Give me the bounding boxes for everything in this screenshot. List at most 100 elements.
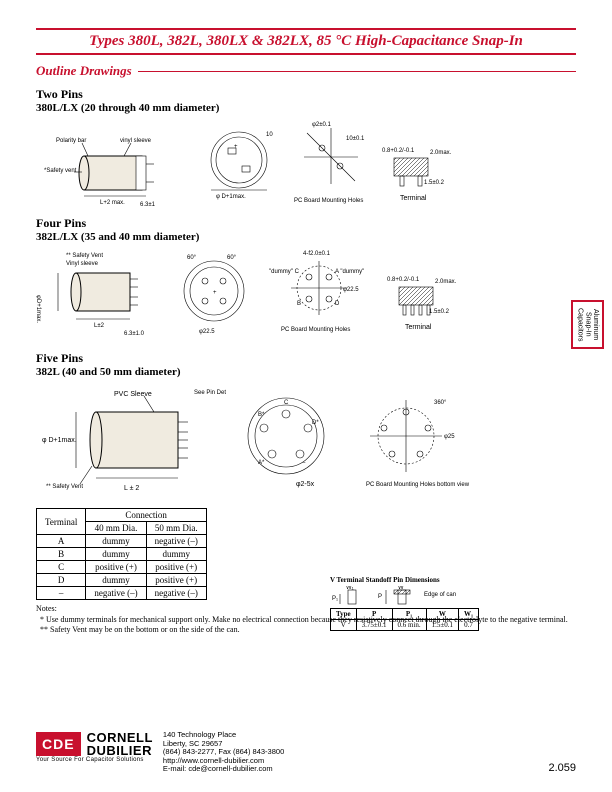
company-tagline: Your Source For Capacitor Solutions <box>36 757 153 763</box>
table-row: Ddummypositive (+) <box>37 574 207 587</box>
note-1: * Use dummy terminals for mechanical sup… <box>46 615 576 625</box>
svg-text:A "dummy": A "dummy" <box>335 269 364 275</box>
five-pins-heading: Five Pins <box>36 351 576 366</box>
company-name: CORNELLDUBILIER <box>87 731 153 757</box>
svg-text:360°: 360° <box>434 400 447 406</box>
svg-text:φ D+1max.: φ D+1max. <box>216 194 246 200</box>
five-pins-side-view: PVC Sleeve φ D+1max. ** Safety Vent L ± … <box>36 382 226 502</box>
table-row: Adummynegative (–) <box>37 535 207 548</box>
two-pins-mounting-holes: φ2±0.1 10±0.1 PC Board Mounting Holes <box>292 118 372 208</box>
svg-text:Terminal: Terminal <box>405 324 432 331</box>
two-pins-desc: 380L/LX (20 through 40 mm diameter) <box>36 102 576 114</box>
section-heading: Outline Drawings <box>36 63 576 79</box>
four-pins-terminal: 2.0max. 0.8+0.2/-0.1 1.5±0.2 Terminal <box>385 267 465 337</box>
two-pins-side-view: Polarity bar vinyl sleeve *Safety vent L… <box>36 128 186 208</box>
svg-text:60°: 60° <box>187 255 197 261</box>
page-number: 2.059 <box>548 762 576 774</box>
svg-text:φD+1max.: φD+1max. <box>36 295 41 323</box>
svg-text:0.8+0.2/-0.1: 0.8+0.2/-0.1 <box>382 148 415 154</box>
svg-text:PC Board Mounting Holes bottom: PC Board Mounting Holes bottom view <box>366 482 470 488</box>
five-pins-mounting-holes: 360° φ25 PC Board Mounting Holes bottom … <box>352 382 482 502</box>
four-pins-bottom-view: + 60° 60° φ22.5 <box>169 247 259 337</box>
svg-text:+: + <box>213 290 217 296</box>
two-pins-bottom-view: + 10 φ D+1max. <box>194 118 284 208</box>
svg-text:** Safety Vent: ** Safety Vent <box>46 484 83 490</box>
conn-h-50: 50 mm Dia. <box>146 522 206 535</box>
svg-text:φ2±0.1: φ2±0.1 <box>312 122 332 128</box>
two-pins-diagrams: Polarity bar vinyl sleeve *Safety vent L… <box>36 118 576 208</box>
svg-text:φ D+1max.: φ D+1max. <box>42 437 77 444</box>
section-heading-text: Outline Drawings <box>36 63 132 79</box>
svg-text:60°: 60° <box>227 255 237 261</box>
svg-text:2.0max.: 2.0max. <box>430 150 452 156</box>
footer-address: 140 Technology Place Liberty, SC 29657 (… <box>163 731 284 774</box>
table-row: V3.75±0.10.6 min.1.5±0.10.7 <box>331 620 479 631</box>
svg-text:10: 10 <box>266 132 273 138</box>
svg-text:vinyl sleeve: vinyl sleeve <box>120 138 152 144</box>
four-pins-diagrams: ** Safety Vent Vinyl sleeve φD+1max. L±2… <box>36 247 576 337</box>
two-pins-terminal: 2.0max. 0.8+0.2/-0.1 1.5±0.2 Terminal <box>380 138 460 208</box>
svg-text:φ22.5: φ22.5 <box>199 329 215 335</box>
svg-text:6.3±1: 6.3±1 <box>140 202 156 208</box>
five-pins-diagrams: PVC Sleeve φ D+1max. ** Safety Vent L ± … <box>36 382 576 502</box>
standoff-panel: V Terminal Standoff Pin Dimensions W₁ W … <box>330 576 479 631</box>
svg-text:Vinyl sleeve: Vinyl sleeve <box>66 261 99 267</box>
five-pins-bottom-view: B* C D* A* – φ2-5x <box>234 382 344 502</box>
svg-text:P: P <box>378 594 382 600</box>
four-pins-side-view: ** Safety Vent Vinyl sleeve φD+1max. L±2… <box>36 247 161 337</box>
svg-text:+: + <box>234 144 238 150</box>
svg-text:0.8+0.2/-0.1: 0.8+0.2/-0.1 <box>387 277 420 283</box>
svg-text:φ22.5: φ22.5 <box>343 287 359 293</box>
four-pins-desc: 382L/LX (35 and 40 mm diameter) <box>36 231 576 243</box>
four-pins-mounting-holes: 4-f2.0±0.1 "dummy" C A "dummy" B D φ22.5… <box>267 247 377 337</box>
table-row: Bdummydummy <box>37 548 207 561</box>
standoff-diagram: W₁ W P₁ P Edge of can <box>330 586 500 612</box>
five-pins-desc: 382L (40 and 50 mm diameter) <box>36 366 576 378</box>
standoff-title: V Terminal Standoff Pin Dimensions <box>330 576 479 584</box>
svg-text:PC Board Mounting Holes: PC Board Mounting Holes <box>281 327 350 333</box>
conn-h-40: 40 mm Dia. <box>86 522 146 535</box>
svg-text:PC Board Mounting Holes: PC Board Mounting Holes <box>294 198 363 204</box>
svg-text:L ± 2: L ± 2 <box>124 485 139 492</box>
svg-text:"dummy" C: "dummy" C <box>269 269 300 275</box>
table-row: –negative (–)negative (–) <box>37 587 207 600</box>
conn-h-connection: Connection <box>86 509 206 522</box>
footer-logo-block: CDE CORNELLDUBILIER Your Source For Capa… <box>36 731 153 763</box>
svg-text:B: B <box>297 301 301 307</box>
svg-text:2.0max.: 2.0max. <box>435 279 457 285</box>
svg-text:10±0.1: 10±0.1 <box>346 136 365 142</box>
svg-text:D: D <box>335 301 340 307</box>
cde-logo: CDE <box>36 732 81 756</box>
footer: CDE CORNELLDUBILIER Your Source For Capa… <box>36 731 576 774</box>
svg-text:–: – <box>302 460 306 466</box>
two-pins-heading: Two Pins <box>36 87 576 102</box>
page-title: Types 380L, 382L, 380LX & 382LX, 85 °C H… <box>36 28 576 55</box>
svg-text:PVC Sleeve: PVC Sleeve <box>114 391 152 398</box>
svg-text:6.3±1.0: 6.3±1.0 <box>124 331 145 337</box>
svg-text:1.5±0.2: 1.5±0.2 <box>429 309 450 315</box>
table-row: Cpositive (+)positive (+) <box>37 561 207 574</box>
svg-text:See Pin Detail: See Pin Detail <box>194 390 226 396</box>
svg-text:D*: D* <box>312 420 319 426</box>
svg-text:C: C <box>284 400 289 406</box>
four-pins-heading: Four Pins <box>36 216 576 231</box>
svg-text:4-f2.0±0.1: 4-f2.0±0.1 <box>303 251 331 257</box>
svg-text:W₁: W₁ <box>346 586 354 591</box>
svg-text:** Safety Vent: ** Safety Vent <box>66 253 103 259</box>
svg-text:P₁: P₁ <box>332 596 338 602</box>
conn-h-terminal: Terminal <box>37 509 86 535</box>
svg-text:φ2-5x: φ2-5x <box>296 481 315 488</box>
svg-text:Edge of can: Edge of can <box>424 592 456 598</box>
svg-text:B*: B* <box>258 412 265 418</box>
svg-text:*Safety vent: *Safety vent <box>44 168 77 174</box>
svg-text:1.5±0.2: 1.5±0.2 <box>424 180 445 186</box>
svg-text:Terminal: Terminal <box>400 195 427 202</box>
svg-text:φ25: φ25 <box>444 434 455 440</box>
svg-text:L+2 max.: L+2 max. <box>100 200 125 206</box>
svg-text:L±2: L±2 <box>94 323 105 329</box>
note-2: ** Safety Vent may be on the bottom or o… <box>46 625 576 635</box>
svg-text:W: W <box>398 586 404 591</box>
side-category-tab: Aluminum Snap-In Capacitors <box>571 300 604 349</box>
connection-table: Terminal Connection 40 mm Dia. 50 mm Dia… <box>36 508 207 600</box>
svg-text:A*: A* <box>258 460 265 466</box>
